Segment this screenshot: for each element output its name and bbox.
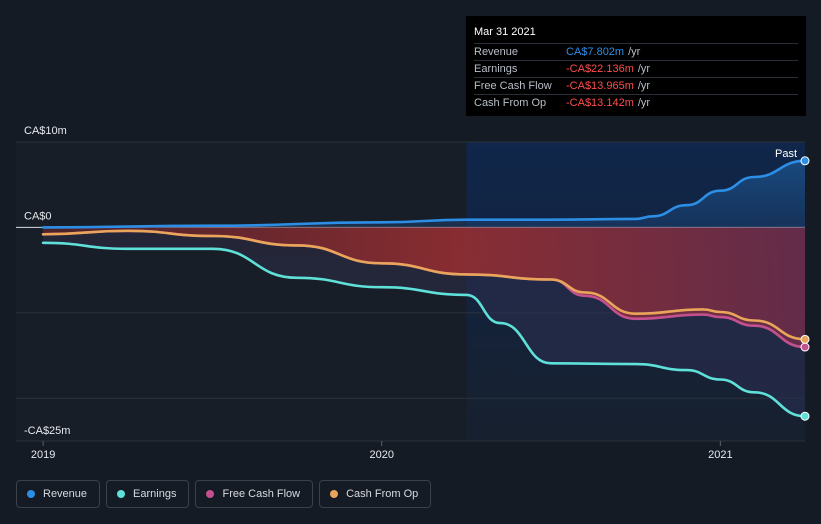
tooltip-unit: /yr — [637, 80, 651, 92]
legend-label: Cash From Op — [346, 488, 419, 500]
earnings-end-marker — [800, 411, 810, 421]
free-cash-flow-end-marker — [800, 342, 810, 352]
revenue-line — [41, 159, 807, 229]
legend-dot-icon — [117, 490, 126, 498]
legend-label: Free Cash Flow — [222, 488, 301, 500]
tooltip-row-revenue: Revenue CA$7.802m /yr — [474, 43, 798, 60]
tooltip-unit: /yr — [637, 63, 651, 75]
tooltip-value: CA$7.802m — [566, 46, 625, 58]
legend-cash-from-op[interactable]: Cash From Op — [319, 480, 432, 508]
earnings-line — [41, 241, 807, 418]
y-axis-label: CA$0 — [24, 210, 52, 222]
free-cash-flow-area — [43, 227, 805, 347]
legend-dot-icon — [27, 490, 35, 498]
y-axis-label: CA$10m — [24, 125, 67, 137]
earnings-revenue-chart: CA$10m CA$0 -CA$25m 2019 2020 2021 Past — [16, 125, 810, 461]
legend-label: Earnings — [133, 488, 177, 500]
legend-dot-icon — [330, 490, 339, 498]
x-tick-label: 2020 — [369, 449, 393, 461]
tooltip-label: Free Cash Flow — [474, 80, 552, 92]
revenue-end-marker — [800, 156, 810, 166]
tooltip-value: -CA$13.965m — [566, 80, 634, 92]
plot-background — [16, 142, 467, 441]
y-axis-label: -CA$25m — [24, 425, 70, 437]
tooltip-label: Cash From Op — [474, 97, 547, 109]
cash-from-op-line — [41, 229, 807, 341]
tooltip-value: -CA$22.136m — [566, 63, 634, 75]
tooltip-row-free-cash-flow: Free Cash Flow -CA$13.965m /yr — [474, 77, 798, 94]
legend-label: Revenue — [43, 488, 88, 500]
x-tick-label: 2019 — [31, 449, 55, 461]
revenue-area — [43, 160, 805, 228]
tooltip-label: Revenue — [474, 46, 519, 58]
tooltip-date: Mar 31 2021 — [474, 26, 536, 38]
chart-legend: Revenue Earnings Free Cash Flow Cash Fro… — [16, 480, 432, 508]
legend-free-cash-flow[interactable]: Free Cash Flow — [195, 480, 314, 508]
past-label: Past — [775, 148, 797, 160]
legend-dot-icon — [206, 490, 215, 498]
legend-earnings[interactable]: Earnings — [106, 480, 190, 508]
legend-revenue[interactable]: Revenue — [16, 480, 101, 508]
tooltip-label: Earnings — [474, 63, 518, 75]
tooltip-panel: Mar 31 2021 Revenue CA$7.802m /yr Earnin… — [466, 16, 806, 116]
tooltip-unit: /yr — [637, 97, 651, 109]
tooltip-value: -CA$13.142m — [566, 97, 634, 109]
cash-from-op-end-marker — [800, 334, 810, 344]
x-tick-label: 2021 — [708, 449, 732, 461]
tooltip-row-earnings: Earnings -CA$22.136m /yr — [474, 60, 798, 77]
tooltip-row-cash-from-op: Cash From Op -CA$13.142m /yr — [474, 94, 798, 111]
tooltip-unit: /yr — [628, 46, 641, 58]
